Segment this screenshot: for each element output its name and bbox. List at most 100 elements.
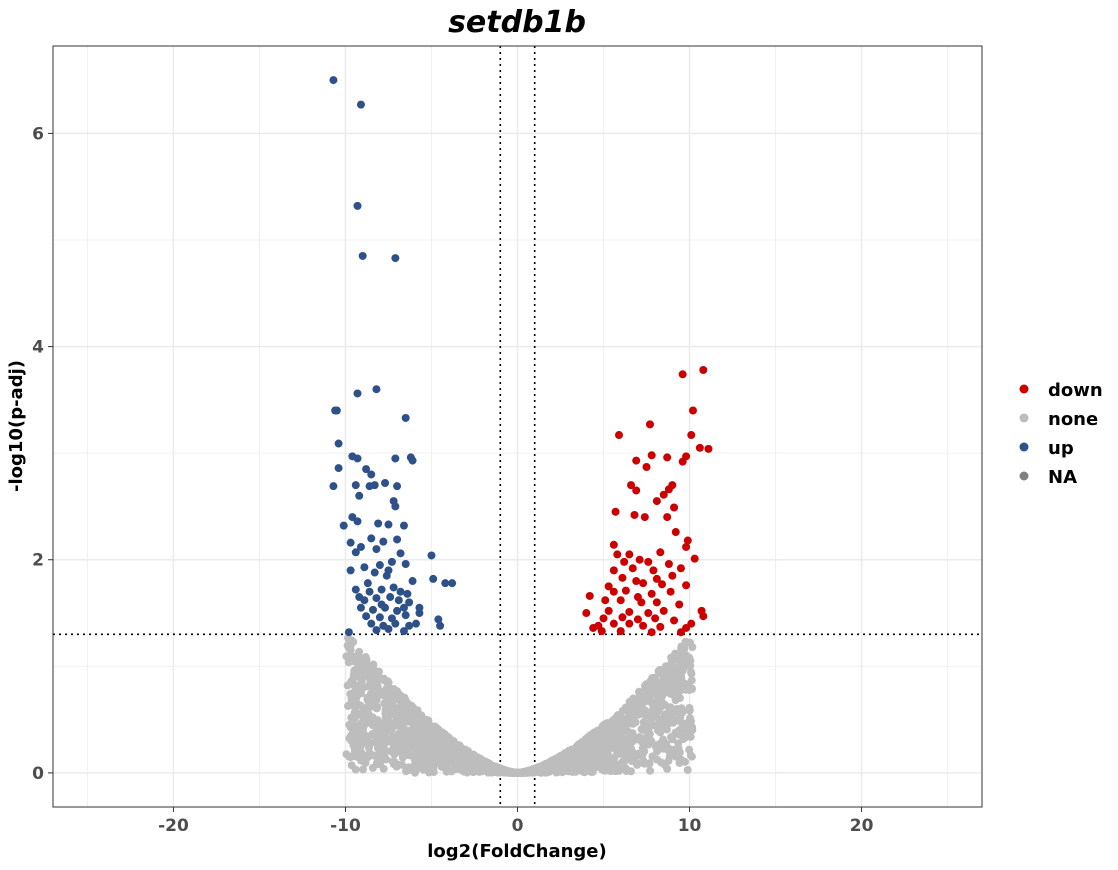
data-point-none bbox=[353, 662, 362, 671]
data-point-up bbox=[396, 549, 405, 558]
data-point-none bbox=[625, 697, 634, 706]
data-point-up bbox=[448, 579, 457, 588]
data-point-none bbox=[618, 706, 627, 715]
data-point-none bbox=[634, 749, 643, 758]
data-point-none bbox=[450, 764, 459, 773]
data-point-up bbox=[408, 577, 417, 586]
data-point-none bbox=[669, 687, 678, 696]
data-point-none bbox=[662, 725, 671, 734]
data-point-none bbox=[429, 764, 438, 773]
y-axis-title: -log10(p-adj) bbox=[6, 360, 27, 492]
legend-label-na: NA bbox=[1048, 467, 1077, 488]
data-point-none bbox=[599, 748, 608, 757]
data-point-none bbox=[439, 759, 448, 768]
data-point-none bbox=[387, 747, 396, 756]
data-point-none bbox=[390, 758, 399, 767]
data-point-down bbox=[652, 598, 661, 607]
data-point-none bbox=[428, 740, 437, 749]
data-point-down bbox=[637, 598, 646, 607]
data-point-none bbox=[444, 748, 453, 757]
data-point-up bbox=[401, 611, 410, 620]
data-point-none bbox=[381, 701, 390, 710]
data-point-down bbox=[652, 574, 661, 583]
data-point-none bbox=[359, 751, 368, 760]
data-point-down bbox=[687, 431, 696, 440]
data-point-none bbox=[356, 701, 365, 710]
y-tick-label: 0 bbox=[32, 764, 44, 784]
data-point-up bbox=[356, 603, 365, 612]
data-point-down bbox=[611, 507, 620, 516]
data-point-down bbox=[609, 540, 618, 549]
data-point-none bbox=[411, 708, 420, 717]
data-point-up bbox=[391, 254, 400, 263]
data-point-down bbox=[620, 557, 629, 566]
data-point-none bbox=[660, 711, 669, 720]
x-tick-label: -20 bbox=[158, 816, 189, 836]
data-point-none bbox=[358, 765, 367, 774]
data-point-down bbox=[585, 591, 594, 600]
data-point-up bbox=[375, 613, 384, 622]
data-point-up bbox=[434, 615, 443, 624]
data-point-up bbox=[362, 612, 371, 621]
data-point-down bbox=[651, 614, 660, 623]
data-point-none bbox=[598, 765, 607, 774]
data-point-none bbox=[687, 669, 696, 678]
data-point-none bbox=[385, 692, 394, 701]
data-point-down bbox=[683, 536, 692, 545]
data-point-down bbox=[656, 622, 665, 631]
legend-key-down bbox=[1019, 384, 1029, 394]
data-point-none bbox=[347, 636, 356, 645]
data-point-down bbox=[664, 485, 673, 494]
data-point-none bbox=[666, 677, 675, 686]
data-point-up bbox=[372, 626, 381, 635]
data-point-none bbox=[416, 719, 425, 728]
data-point-none bbox=[652, 742, 661, 751]
data-point-none bbox=[354, 709, 363, 718]
data-point-none bbox=[653, 713, 662, 722]
data-point-none bbox=[674, 708, 683, 717]
data-point-up bbox=[399, 521, 408, 530]
data-point-up bbox=[355, 593, 364, 602]
data-point-up bbox=[356, 100, 365, 109]
data-point-up bbox=[384, 566, 393, 575]
data-point-up bbox=[346, 566, 355, 575]
data-point-down bbox=[615, 431, 624, 440]
data-point-none bbox=[372, 704, 381, 713]
data-point-none bbox=[365, 702, 374, 711]
data-point-down bbox=[604, 606, 613, 615]
data-point-none bbox=[442, 740, 451, 749]
data-point-down bbox=[644, 557, 653, 566]
data-point-none bbox=[402, 767, 411, 776]
x-axis-ticks: -20 -10 0 10 20 bbox=[158, 807, 874, 836]
data-point-none bbox=[361, 653, 370, 662]
data-point-none bbox=[478, 761, 487, 770]
data-point-none bbox=[431, 753, 440, 762]
x-tick-label: 0 bbox=[512, 816, 524, 836]
data-point-none bbox=[418, 754, 427, 763]
data-point-none bbox=[549, 761, 558, 770]
data-point-none bbox=[597, 724, 606, 733]
data-point-none bbox=[343, 681, 352, 690]
data-point-none bbox=[398, 760, 407, 769]
data-point-none bbox=[662, 670, 671, 679]
data-point-up bbox=[399, 627, 408, 636]
data-point-down bbox=[688, 406, 697, 415]
legend-label-down: down bbox=[1048, 380, 1103, 401]
data-point-up bbox=[441, 579, 450, 588]
data-point-up bbox=[374, 519, 383, 528]
data-point-up bbox=[391, 619, 400, 628]
data-point-none bbox=[369, 689, 378, 698]
series-none-points bbox=[342, 633, 697, 777]
chart-title: setdb1b bbox=[448, 5, 586, 40]
data-point-none bbox=[506, 768, 515, 777]
data-point-none bbox=[346, 723, 355, 732]
legend-key-up bbox=[1019, 442, 1029, 452]
data-point-none bbox=[421, 765, 430, 774]
data-point-none bbox=[379, 764, 388, 773]
data-point-none bbox=[408, 736, 417, 745]
data-point-down bbox=[635, 555, 644, 564]
data-point-up bbox=[372, 594, 381, 603]
data-point-down bbox=[670, 503, 679, 512]
data-point-none bbox=[620, 753, 629, 762]
